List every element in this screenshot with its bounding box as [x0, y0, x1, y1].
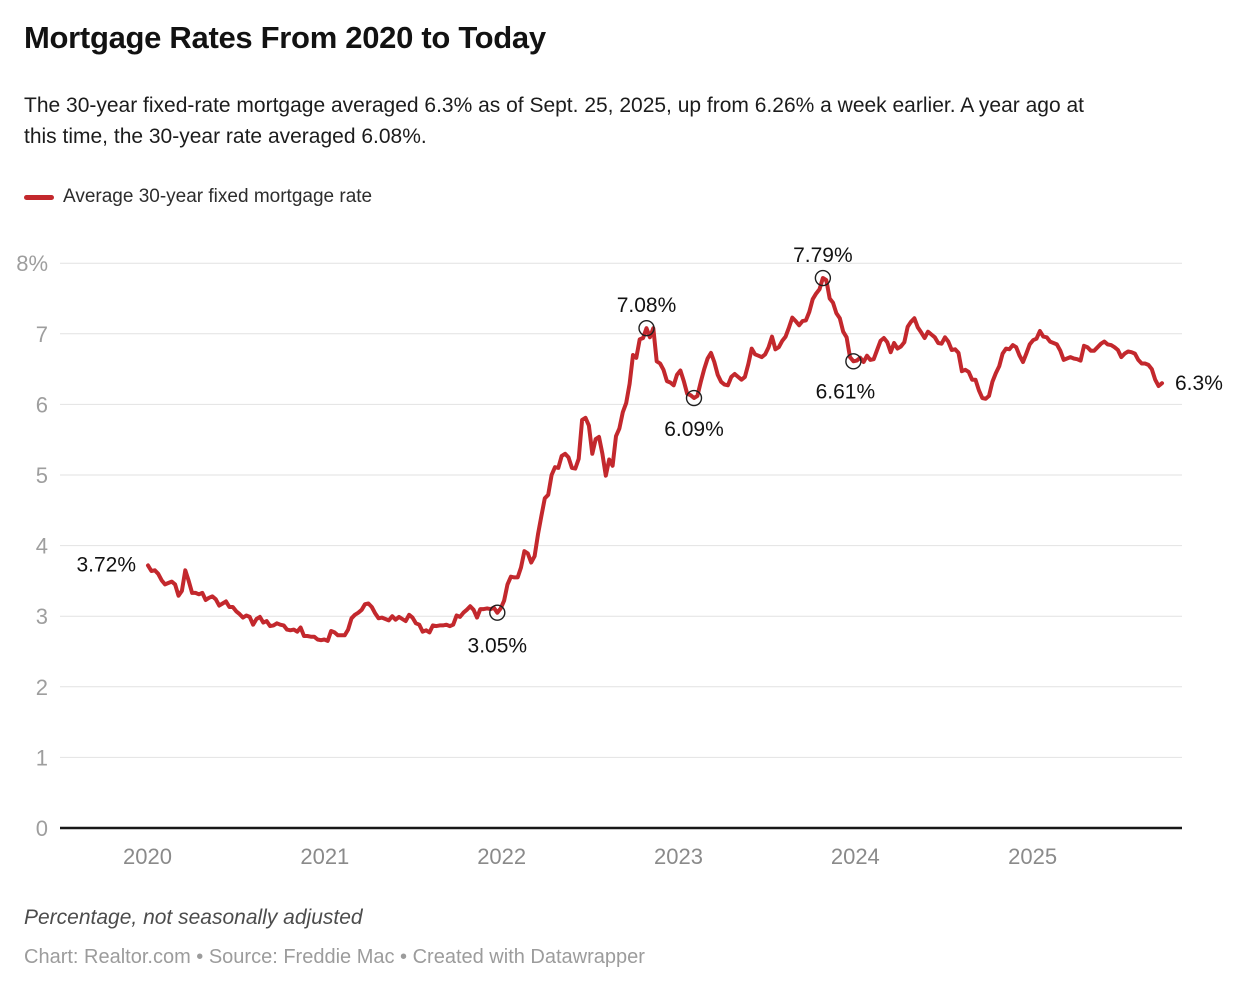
annotation-markers[interactable] [489, 269, 862, 621]
x-tick-label: 2022 [477, 844, 526, 869]
y-tick-label: 1 [36, 745, 48, 770]
legend-line-swatch [24, 194, 54, 200]
y-tick-label: 6 [36, 392, 48, 417]
x-axis-labels: 2020 2021 2022 2023 2024 2025 [123, 844, 1057, 869]
y-tick-label: 7 [36, 322, 48, 347]
annotation-marker[interactable] [845, 353, 862, 370]
mortgage-rate-line[interactable] [146, 276, 1164, 643]
x-tick-label: 2020 [123, 844, 172, 869]
annotation-label: 6.09% [664, 418, 724, 441]
chart-subtitle: The 30-year fixed-rate mortgage averaged… [24, 94, 1084, 148]
annotation-marker[interactable] [814, 269, 832, 287]
x-tick-label: 2024 [831, 844, 880, 869]
annotation-marker[interactable] [638, 319, 655, 337]
gridlines [60, 262, 1182, 830]
y-tick-label: 0 [36, 816, 48, 841]
annotation-label: 6.61% [816, 380, 876, 403]
annotation-marker[interactable] [489, 604, 506, 621]
annotation-labels: 3.72% 3.05% 7.08% 6.09% 7.79% 6.61% 6.3% [76, 244, 1222, 658]
annotation-marker[interactable] [685, 389, 703, 407]
annotation-label: 7.79% [793, 244, 853, 267]
annotation-label: 6.3% [1175, 372, 1223, 395]
chart-notes: Percentage, not seasonally adjusted [24, 906, 363, 929]
chart-byline: Chart: Realtor.com • Source: Freddie Mac… [24, 946, 645, 968]
x-tick-label: 2023 [654, 844, 703, 869]
x-tick-label: 2021 [300, 844, 349, 869]
annotation-label: 3.72% [76, 553, 136, 576]
y-axis-labels: 0 1 2 3 4 5 6 7 8% [16, 251, 48, 841]
y-tick-label: 8% [16, 251, 48, 276]
legend-label: Average 30-year fixed mortgage rate [63, 186, 373, 207]
y-tick-label: 5 [36, 463, 48, 488]
annotation-label: 3.05% [468, 635, 528, 658]
y-tick-label: 3 [36, 604, 48, 629]
x-tick-label: 2025 [1008, 844, 1057, 869]
legend: Average 30-year fixed mortgage rate [24, 186, 372, 208]
y-tick-label: 4 [36, 534, 48, 559]
chart-title: Mortgage Rates From 2020 to Today [24, 20, 546, 55]
y-tick-label: 2 [36, 675, 48, 700]
annotation-label: 7.08% [617, 294, 677, 317]
